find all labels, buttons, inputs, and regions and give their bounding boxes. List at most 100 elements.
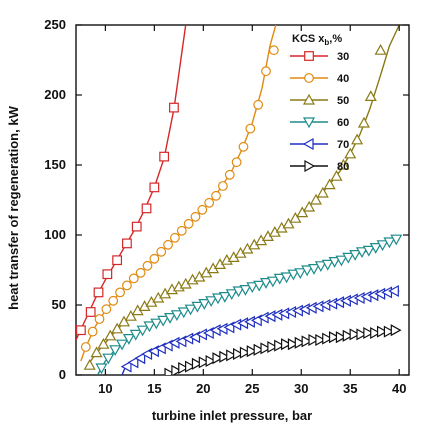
series-point-40-18 [204, 197, 215, 208]
legend-marker-40 [304, 73, 314, 83]
series-point-60-39 [362, 245, 375, 257]
series-point-60-19 [225, 289, 238, 301]
series-point-80-18 [287, 338, 299, 351]
series-point-30-8 [149, 182, 160, 193]
series-point-40-23 [238, 141, 249, 152]
series-point-40-25 [253, 99, 264, 110]
x-axis-label: turbine inlet pressure, bar [152, 408, 312, 423]
series-point-80-5 [198, 356, 210, 369]
series-point-40-26 [261, 66, 271, 77]
series-point-40-13 [170, 232, 180, 243]
series-point-30-9 [159, 151, 170, 162]
series-point-60-34 [328, 257, 341, 268]
x-tick-label-20: 20 [196, 381, 210, 396]
series-point-60-7 [143, 321, 156, 333]
series-point-60-14 [191, 301, 204, 313]
series-point-50-3 [104, 329, 117, 341]
series-point-80-6 [205, 354, 217, 368]
series-point-80-2 [178, 361, 189, 375]
series-point-60-25 [266, 276, 279, 288]
y-tick-label-0: 0 [59, 367, 66, 382]
series-point-80-1 [171, 364, 183, 375]
series-point-60-10 [164, 313, 177, 324]
series-point-60-27 [280, 272, 293, 284]
series-point-30-5 [122, 238, 132, 249]
series-point-60-16 [205, 296, 218, 308]
series-point-50-42 [374, 43, 387, 55]
x-tick-label-40: 40 [392, 381, 406, 396]
series-point-60-40 [369, 243, 382, 254]
legend-marker-80 [304, 159, 316, 173]
series-point-50-37 [337, 158, 350, 170]
series-point-60-20 [232, 286, 245, 298]
legend-label-40: 40 [337, 73, 349, 85]
series-point-60-22 [246, 282, 259, 294]
series-point-50-2 [97, 337, 110, 349]
series-point-60-37 [349, 250, 362, 261]
series-point-60-13 [184, 304, 197, 316]
series-point-40-16 [190, 211, 201, 222]
series-point-60-0 [95, 363, 108, 375]
legend-label-50: 50 [337, 95, 349, 107]
series-point-40-8 [135, 267, 146, 278]
series-point-70-39 [388, 284, 399, 298]
series-point-40-5 [115, 287, 125, 298]
series-point-40-20 [218, 181, 228, 191]
x-tick-label-10: 10 [98, 381, 112, 396]
series-point-50-31 [296, 206, 309, 218]
series-point-60-8 [150, 318, 163, 330]
series-point-60-12 [177, 307, 190, 319]
series-point-40-4 [108, 295, 119, 306]
series-point-40-7 [128, 273, 139, 284]
series-point-60-26 [273, 273, 286, 285]
series-point-40-1 [87, 326, 98, 337]
series-point-50-29 [282, 217, 295, 229]
series-point-80-17 [280, 338, 292, 351]
series-point-40-17 [197, 204, 208, 215]
series-point-50-39 [351, 133, 364, 145]
series-point-80-12 [246, 345, 258, 358]
series-point-60-35 [335, 255, 348, 267]
series-point-80-23 [322, 332, 333, 345]
legend-marker-70 [302, 137, 314, 151]
series-point-60-41 [376, 240, 389, 252]
series-point-50-38 [344, 147, 357, 159]
series-point-50-32 [303, 200, 316, 212]
series-point-30-6 [131, 221, 142, 232]
series-point-70-1 [127, 356, 139, 369]
series-point-60-31 [307, 264, 321, 275]
series-point-60-15 [198, 299, 211, 310]
series-point-40-24 [245, 123, 256, 134]
series-point-50-6 [124, 309, 137, 321]
series-point-70-2 [134, 352, 146, 365]
series-point-60-30 [301, 265, 314, 277]
series-point-30-4 [112, 255, 123, 266]
x-tick-label-25: 25 [245, 381, 259, 396]
series-point-80-9 [226, 349, 237, 362]
series-point-30-7 [141, 203, 152, 214]
series-point-50-35 [323, 178, 336, 190]
legend-marker-60 [302, 117, 316, 129]
series-point-60-32 [314, 261, 327, 273]
series-point-80-30 [370, 326, 381, 340]
legend-title-subscript: b [324, 38, 329, 47]
series-point-60-36 [342, 252, 355, 264]
series-point-80-11 [239, 346, 251, 359]
series-point-80-20 [301, 335, 313, 348]
series-point-50-0 [83, 358, 96, 370]
series-point-60-1 [102, 353, 115, 365]
series-point-80-10 [233, 347, 244, 361]
series-point-60-18 [218, 292, 231, 303]
series-point-60-17 [211, 293, 225, 305]
series-point-60-38 [355, 247, 369, 259]
series-point-60-21 [239, 285, 252, 296]
series-point-60-33 [321, 259, 334, 271]
series-point-30-2 [93, 287, 104, 298]
legend-title: KCS xb,% [292, 33, 342, 47]
series-point-50-30 [289, 211, 302, 223]
series-point-80-7 [212, 352, 224, 365]
series-point-80-27 [349, 328, 361, 341]
series-point-60-9 [157, 315, 170, 327]
y-tick-label-150: 150 [44, 157, 66, 172]
